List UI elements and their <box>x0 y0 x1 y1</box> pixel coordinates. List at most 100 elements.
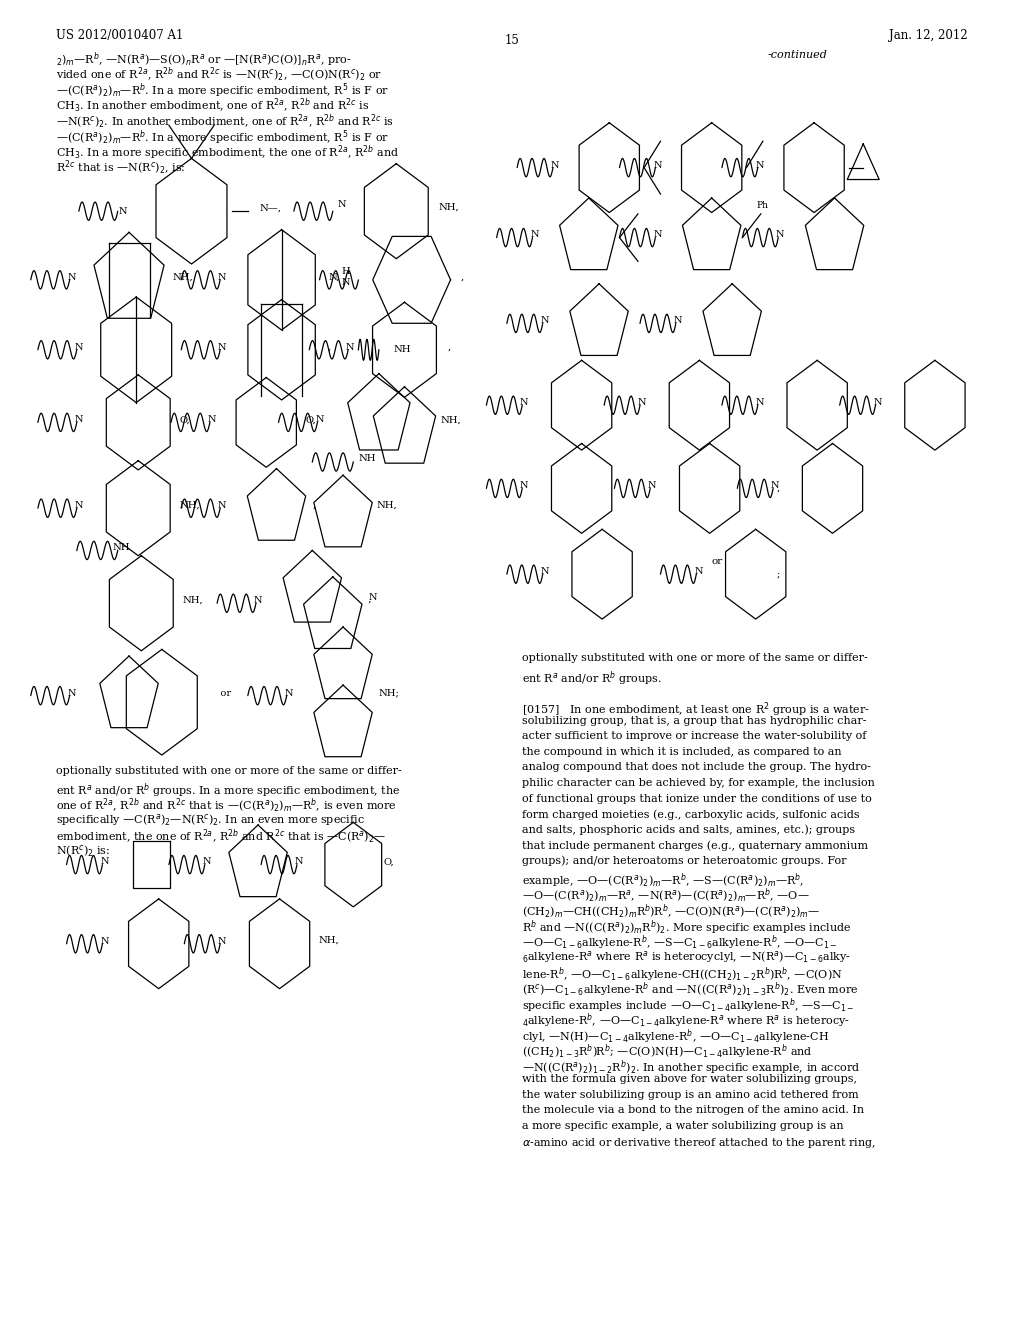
Text: example, —O—(C(R$^a$)$_2$)$_m$—R$^b$, —S—(C(R$^a$)$_2$)$_m$—R$^b$,: example, —O—(C(R$^a$)$_2$)$_m$—R$^b$, —S… <box>522 871 805 890</box>
Text: NH: NH <box>112 544 130 552</box>
Text: groups); and/or heteroatoms or heteroatomic groups. For: groups); and/or heteroatoms or heteroato… <box>522 855 847 866</box>
Text: lene-R$^b$, —O—C$_{1-6}$alkylene-CH((CH$_2$)$_{1-2}$R$^b$)R$^b$, —C(O)N: lene-R$^b$, —O—C$_{1-6}$alkylene-CH((CH$… <box>522 965 843 983</box>
Text: N: N <box>295 858 303 866</box>
Text: (CH$_2$)$_m$—CH((CH$_2$)$_m$R$^b$)R$^b$, —C(O)N(R$^a$)—(C(R$^a$)$_2$)$_m$—: (CH$_2$)$_m$—CH((CH$_2$)$_m$R$^b$)R$^b$,… <box>522 903 820 921</box>
Text: ;: ; <box>776 570 780 578</box>
Text: -continued: -continued <box>768 50 827 61</box>
Text: acter sufficient to improve or increase the water-solubility of: acter sufficient to improve or increase … <box>522 731 866 742</box>
Text: —(C(R$^a$)$_2$)$_m$—R$^b$. In a more specific embodiment, R$^5$ is F or: —(C(R$^a$)$_2$)$_m$—R$^b$. In a more spe… <box>56 82 389 100</box>
Text: $\alpha$-amino acid or derivative thereof attached to the parent ring,: $\alpha$-amino acid or derivative thereo… <box>522 1137 877 1150</box>
Text: $_6$alkylene-R$^a$ where R$^a$ is heterocyclyl, —N(R$^a$)—C$_{1-6}$alky-: $_6$alkylene-R$^a$ where R$^a$ is hetero… <box>522 949 851 965</box>
Text: N: N <box>771 482 779 490</box>
Text: ent R$^a$ and/or R$^b$ groups.: ent R$^a$ and/or R$^b$ groups. <box>522 669 663 688</box>
Text: ent R$^a$ and/or R$^b$ groups. In a more specific embodiment, the: ent R$^a$ and/or R$^b$ groups. In a more… <box>56 781 400 800</box>
Text: O,: O, <box>384 858 394 866</box>
Text: N: N <box>208 416 216 424</box>
Text: that include permanent charges (e.g., quaternary ammonium: that include permanent charges (e.g., qu… <box>522 841 868 851</box>
Text: NH: NH <box>358 454 376 462</box>
Text: specific examples include —O—C$_{1-4}$alkylene-R$^b$, —S—C$_{1-}$: specific examples include —O—C$_{1-4}$al… <box>522 997 854 1015</box>
Text: NH;: NH; <box>379 689 399 697</box>
Text: —O—C$_{1-6}$alkylene-R$^b$, —S—C$_{1-6}$alkylene-R$^b$, —O—C$_{1-}$: —O—C$_{1-6}$alkylene-R$^b$, —S—C$_{1-6}$… <box>522 933 838 952</box>
Text: N: N <box>338 199 346 209</box>
Text: N: N <box>551 161 559 169</box>
Text: N: N <box>100 937 109 945</box>
Text: Jan. 12, 2012: Jan. 12, 2012 <box>889 29 968 42</box>
Text: O,: O, <box>305 416 315 424</box>
Text: (R$^c$)—C$_{1-6}$alkylene-R$^b$ and —N((C(R$^a$)$_2$)$_{1-3}$R$^b$)$_2$. Even mo: (R$^c$)—C$_{1-6}$alkylene-R$^b$ and —N((… <box>522 981 858 999</box>
Text: of functional groups that ionize under the conditions of use to: of functional groups that ionize under t… <box>522 793 872 804</box>
Text: NH,: NH, <box>179 502 200 510</box>
Text: ,: , <box>461 273 464 281</box>
Text: ,: , <box>312 502 315 510</box>
Text: 15: 15 <box>505 34 519 48</box>
Text: N: N <box>638 399 646 407</box>
Text: O,: O, <box>179 416 189 424</box>
Text: [0157]   In one embodiment, at least one R$^2$ group is a water-: [0157] In one embodiment, at least one R… <box>522 700 870 718</box>
Text: CH$_3$. In a more specific embodiment, the one of R$^{2a}$, R$^{2b}$ and: CH$_3$. In a more specific embodiment, t… <box>56 144 399 162</box>
Text: ,: , <box>776 484 780 492</box>
Text: N: N <box>694 568 702 576</box>
Text: N: N <box>68 689 76 697</box>
Text: the compound in which it is included, as compared to an: the compound in which it is included, as… <box>522 747 842 756</box>
Text: a more specific example, a water solubilizing group is an: a more specific example, a water solubil… <box>522 1121 844 1131</box>
Text: solubilizing group, that is, a group that has hydrophilic char-: solubilizing group, that is, a group tha… <box>522 715 866 726</box>
Text: the water solubilizing group is an amino acid tethered from: the water solubilizing group is an amino… <box>522 1089 859 1100</box>
Text: N: N <box>756 161 764 169</box>
Text: N: N <box>68 273 76 281</box>
Text: embodiment, the one of R$^{2a}$, R$^{2b}$ and R$^{2c}$ that is —C(R$^a$)$_2$—: embodiment, the one of R$^{2a}$, R$^{2b}… <box>56 828 387 846</box>
Text: $_4$alkylene-R$^b$, —O—C$_{1-4}$alkylene-R$^a$ where R$^a$ is heterocy-: $_4$alkylene-R$^b$, —O—C$_{1-4}$alkylene… <box>522 1011 850 1030</box>
Text: specifically —C(R$^a$)$_2$—N(R$^c$)$_2$. In an even more specific: specifically —C(R$^a$)$_2$—N(R$^c$)$_2$.… <box>56 812 366 828</box>
Text: N—,: N—, <box>259 205 281 213</box>
Text: analog compound that does not include the group. The hydro-: analog compound that does not include th… <box>522 763 871 772</box>
Text: ,: , <box>328 343 332 351</box>
Text: N: N <box>100 858 109 866</box>
Text: with the formula given above for water solubilizing groups,: with the formula given above for water s… <box>522 1074 857 1084</box>
Text: NH,: NH, <box>318 936 339 944</box>
Text: N: N <box>530 231 539 239</box>
Text: —(C(R$^a$)$_2$)$_m$—R$^b$. In a more specific embodiment, R$^5$ is F or: —(C(R$^a$)$_2$)$_m$—R$^b$. In a more spe… <box>56 128 389 147</box>
Text: N: N <box>75 502 83 510</box>
Text: NH,: NH, <box>440 416 461 424</box>
Text: N: N <box>369 594 377 602</box>
Text: form charged moieties (e.g., carboxylic acids, sulfonic acids: form charged moieties (e.g., carboxylic … <box>522 809 860 820</box>
Text: N: N <box>653 231 662 239</box>
Text: N: N <box>653 161 662 169</box>
Text: vided one of R$^{2a}$, R$^{2b}$ and R$^{2c}$ is —N(R$^c$)$_2$, —C(O)N(R$^c$)$_2$: vided one of R$^{2a}$, R$^{2b}$ and R$^{… <box>56 66 382 84</box>
Text: and salts, phosphoric acids and salts, amines, etc.); groups: and salts, phosphoric acids and salts, a… <box>522 825 855 836</box>
Text: N: N <box>541 317 549 325</box>
Text: —O—(C(R$^a$)$_2$)$_m$—R$^a$, —N(R$^a$)—(C(R$^a$)$_2$)$_m$—R$^b$, —O—: —O—(C(R$^a$)$_2$)$_m$—R$^a$, —N(R$^a$)—(… <box>522 887 810 906</box>
Text: N: N <box>315 416 324 424</box>
Text: —N(R$^c$)$_2$. In another embodiment, one of R$^{2a}$, R$^{2b}$ and R$^{2c}$ is: —N(R$^c$)$_2$. In another embodiment, on… <box>56 112 394 131</box>
Text: N: N <box>75 343 83 351</box>
Text: US 2012/0010407 A1: US 2012/0010407 A1 <box>56 29 183 42</box>
Text: N: N <box>776 231 784 239</box>
Text: ,: , <box>361 595 372 603</box>
Text: philic character can be achieved by, for example, the inclusion: philic character can be achieved by, for… <box>522 777 876 788</box>
Text: the molecule via a bond to the nitrogen of the amino acid. In: the molecule via a bond to the nitrogen … <box>522 1105 864 1115</box>
Text: NH: NH <box>393 346 412 354</box>
Text: N: N <box>873 399 882 407</box>
Text: N: N <box>520 399 528 407</box>
Text: optionally substituted with one or more of the same or differ-: optionally substituted with one or more … <box>522 653 868 664</box>
Text: N: N <box>75 416 83 424</box>
Text: N,: N, <box>329 273 340 281</box>
Text: optionally substituted with one or more of the same or differ-: optionally substituted with one or more … <box>56 766 402 776</box>
Text: or: or <box>211 689 231 697</box>
Text: —N((C(R$^a$)$_2$)$_{1-2}$R$^b$)$_2$. In another specific example, in accord: —N((C(R$^a$)$_2$)$_{1-2}$R$^b$)$_2$. In … <box>522 1059 860 1077</box>
Text: N: N <box>541 568 549 576</box>
Text: ((CH$_2$)$_{1-3}$R$^b$)R$^b$; —C(O)N(H)—C$_{1-4}$alkylene-R$^b$ and: ((CH$_2$)$_{1-3}$R$^b$)R$^b$; —C(O)N(H)—… <box>522 1043 813 1061</box>
Text: Ph: Ph <box>757 202 769 210</box>
Text: NH,: NH, <box>377 502 397 510</box>
Text: ,: , <box>447 343 452 351</box>
Text: N: N <box>218 343 226 351</box>
Text: N: N <box>119 207 127 215</box>
Text: N: N <box>218 937 226 945</box>
Text: one of R$^{2a}$, R$^{2b}$ and R$^{2c}$ that is —(C(R$^a$)$_2$)$_m$—R$^b$, is eve: one of R$^{2a}$, R$^{2b}$ and R$^{2c}$ t… <box>56 797 397 814</box>
Text: N: N <box>218 273 226 281</box>
Text: H
N: H N <box>342 268 350 286</box>
Text: N: N <box>674 317 682 325</box>
Text: N(R$^c$)$_2$ is:: N(R$^c$)$_2$ is: <box>56 843 111 858</box>
Text: N: N <box>756 399 764 407</box>
Text: or: or <box>712 557 722 565</box>
Text: $_2)_m$—R$^b$, —N(R$^a$)—S(O)$_n$R$^a$ or —[N(R$^a$)C(O)]$_n$R$^a$, pro-: $_2)_m$—R$^b$, —N(R$^a$)—S(O)$_n$R$^a$ o… <box>56 50 352 69</box>
